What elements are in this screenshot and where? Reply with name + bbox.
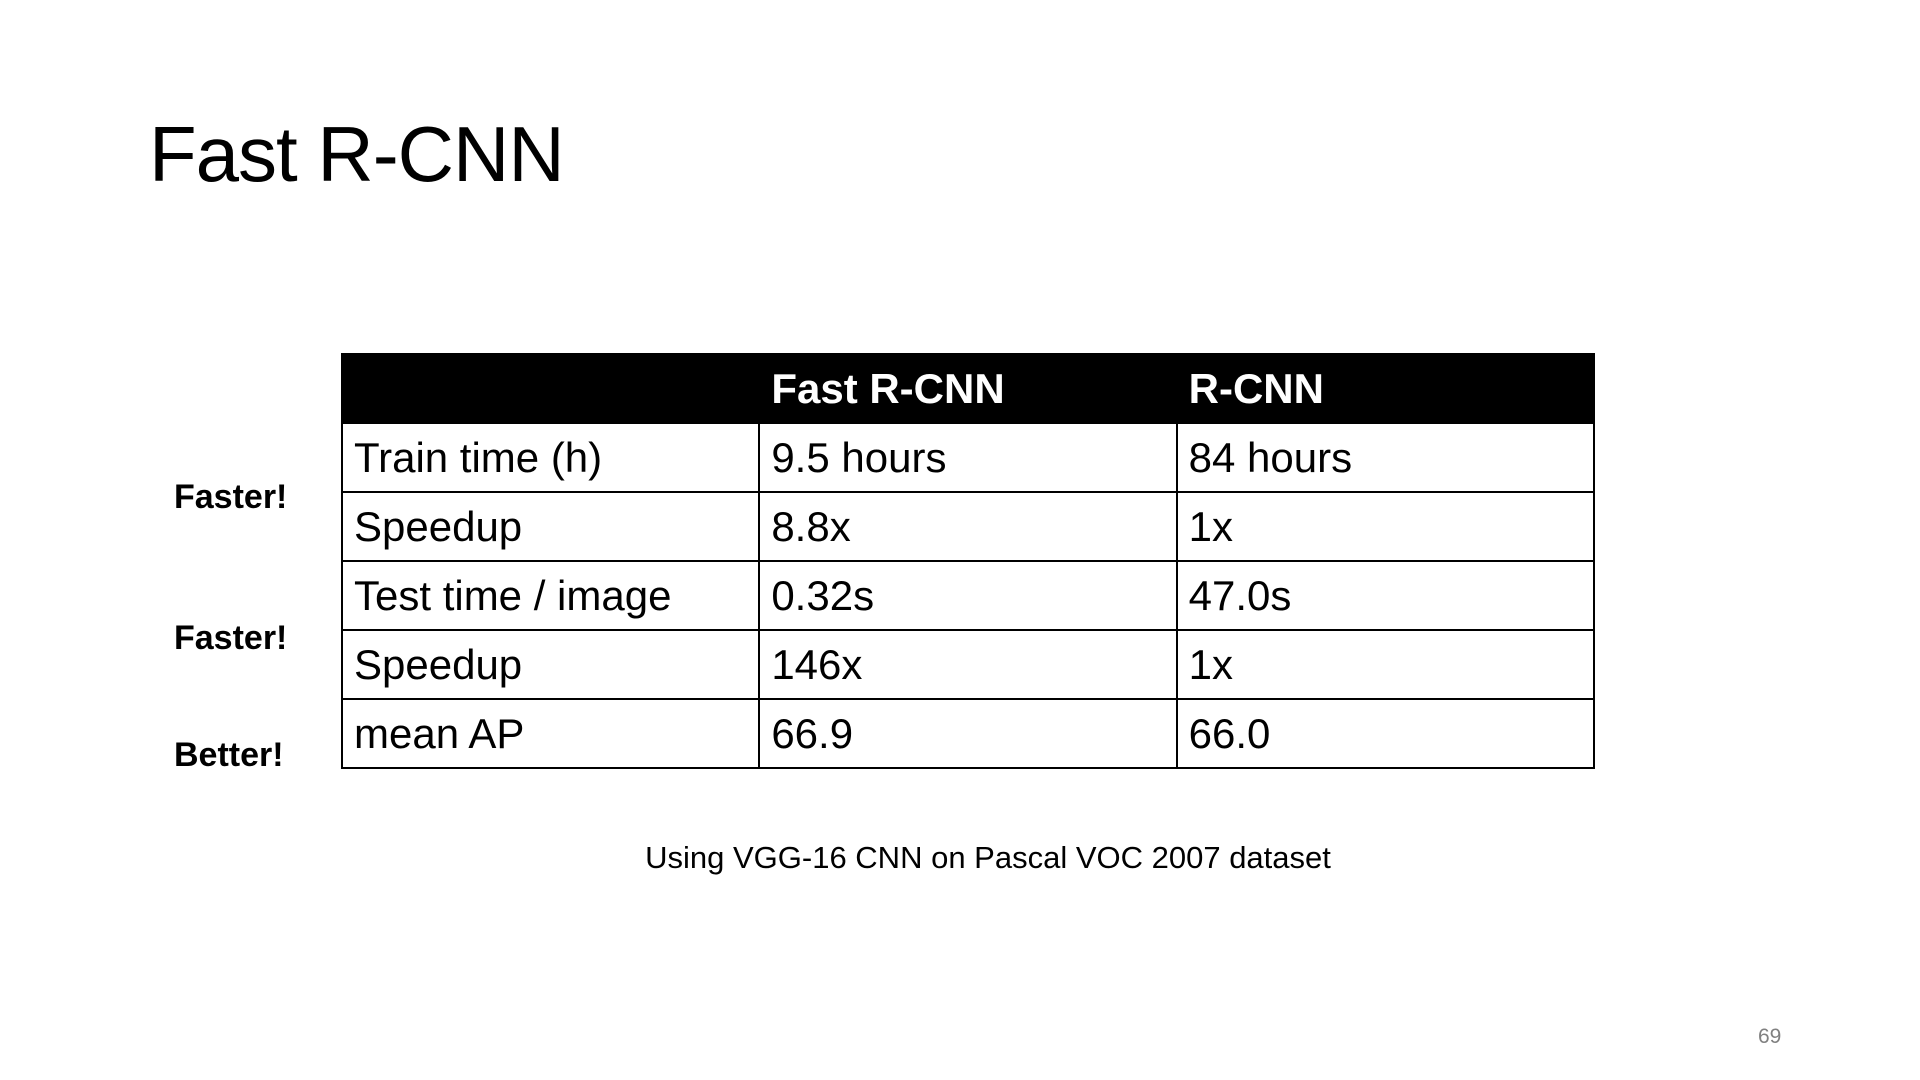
table-cell-fast-rcnn: 8.8x — [758, 491, 1178, 562]
table-caption: Using VGG-16 CNN on Pascal VOC 2007 data… — [645, 840, 1331, 875]
table-cell-rcnn: 1x — [1175, 629, 1595, 700]
table-cell-metric: Speedup — [340, 629, 761, 700]
table-cell-metric: Test time / image — [340, 560, 761, 631]
table-cell-metric: mean AP — [340, 698, 761, 769]
table-row: Speedup 146x 1x — [340, 629, 1595, 700]
table-cell-rcnn: 84 hours — [1175, 422, 1595, 493]
table-header-rcnn: R-CNN — [1175, 353, 1595, 424]
table-cell-fast-rcnn: 9.5 hours — [758, 422, 1178, 493]
table-row: Train time (h) 9.5 hours 84 hours — [340, 422, 1595, 493]
table-cell-fast-rcnn: 146x — [758, 629, 1178, 700]
side-label-better: Better! — [174, 736, 284, 774]
table-cell-fast-rcnn: 66.9 — [758, 698, 1178, 769]
table-cell-metric: Train time (h) — [340, 422, 761, 493]
side-label-test-faster: Faster! — [174, 619, 288, 657]
comparison-table: Fast R-CNN R-CNN Train time (h) 9.5 hour… — [340, 353, 1595, 769]
page-number: 69 — [1758, 1025, 1782, 1048]
table-header-empty — [340, 353, 761, 424]
table-row: mean AP 66.9 66.0 — [340, 698, 1595, 769]
table-cell-rcnn: 1x — [1175, 491, 1595, 562]
table-header-row: Fast R-CNN R-CNN — [340, 353, 1595, 424]
table-cell-rcnn: 47.0s — [1175, 560, 1595, 631]
table-cell-fast-rcnn: 0.32s — [758, 560, 1178, 631]
table-header-fast-rcnn: Fast R-CNN — [758, 353, 1178, 424]
side-label-train-faster: Faster! — [174, 478, 288, 516]
table-cell-metric: Speedup — [340, 491, 761, 562]
table-row: Speedup 8.8x 1x — [340, 491, 1595, 562]
table-row: Test time / image 0.32s 47.0s — [340, 560, 1595, 631]
slide-title: Fast R-CNN — [149, 110, 565, 198]
table-cell-rcnn: 66.0 — [1175, 698, 1595, 769]
